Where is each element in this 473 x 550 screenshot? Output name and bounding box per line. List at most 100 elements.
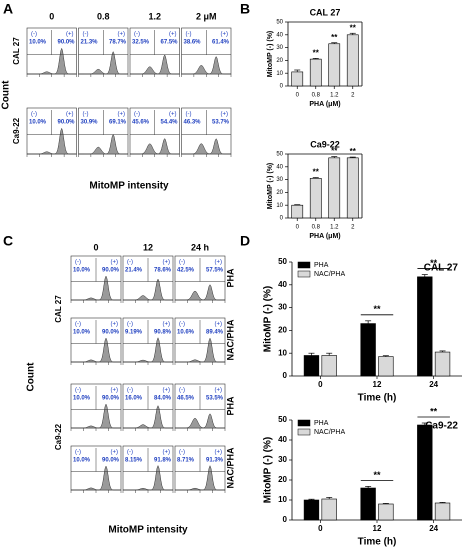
y-tick-label: 0 [283,371,288,380]
group-label: CAL 27 [54,295,63,323]
percentage: 90.0% [102,330,120,336]
percentage: 69.1% [109,120,127,126]
bar [309,58,322,87]
percentage: 10.0% [73,330,91,336]
percentage: 10.0% [73,268,91,274]
significance: ** [331,147,338,156]
bar [303,499,320,521]
bar [378,503,394,521]
percentage: 38.6% [184,40,202,46]
y-axis-label: Count [1,80,12,110]
y-tick-label: 20 [278,475,287,484]
histogram [27,127,77,155]
histogram [181,138,231,155]
percentage: 90.0% [102,268,120,274]
percentage: 10.0% [73,458,91,464]
y-tick-label: 50 [276,152,283,158]
gate-label: (-) [127,450,133,456]
bar [346,34,359,87]
histogram [123,337,173,363]
x-axis-label: Time (h) [358,537,397,548]
significance: ** [430,258,438,268]
gate-label: (+) [215,388,223,394]
group-label: Ca9-22 [54,423,63,450]
percentage: 53.7% [212,120,230,126]
y-tick-label: 50 [276,20,283,26]
percentage: 32.5% [132,40,150,46]
significance: ** [373,304,381,314]
percentage: 90.8% [154,330,172,336]
bar [346,157,359,219]
gate-label: (-) [134,112,140,118]
percentage: 54.4% [160,120,178,126]
column-header: 12 [143,242,153,252]
x-axis-label: Time (h) [358,393,397,404]
gate-label: (+) [215,322,223,328]
x-tick-label: 0.8 [312,93,321,99]
x-tick-label: 0 [318,380,323,389]
gate-label: (-) [186,112,192,118]
panel-label: C [3,233,13,249]
gate-label: (+) [215,450,223,456]
significance: ** [313,168,320,177]
gate-label: (-) [31,112,37,118]
legend-label: PHA [314,420,329,427]
x-tick-label: 12 [373,380,382,389]
gate-label: (-) [127,388,133,394]
percentage: 10.0% [29,120,47,126]
histogram [175,465,225,491]
percentage: 30.9% [81,120,99,126]
histogram [78,50,128,75]
gate-label: (-) [179,450,185,456]
y-tick-label: 30 [276,177,283,183]
column-header: 0 [49,11,54,21]
percentage: 9.19% [125,330,143,336]
histogram [123,278,173,301]
legend-label: NAC/PHA [314,271,345,278]
y-tick-label: 10 [276,71,283,77]
bar [360,323,376,377]
gate-label: (+) [66,32,74,38]
group-label: CAL 27 [12,37,21,65]
x-tick-label: 2 [351,225,355,231]
gate-label: (+) [163,260,171,266]
percentage: 42.5% [177,268,195,274]
legend-swatch [297,270,311,278]
percentage: 8.15% [125,458,143,464]
gate-label: (+) [163,388,171,394]
group-label: Ca9-22 [12,117,21,144]
gate-label: (+) [163,450,171,456]
y-tick-label: 20 [276,58,283,64]
gate-label: (-) [75,260,81,266]
histogram [71,275,121,301]
y-tick-label: 10 [276,203,283,209]
x-tick-label: 0 [296,225,300,231]
percentage: 45.6% [132,120,150,126]
chart-title: Ca9-22 [310,139,340,149]
percentage: 78.7% [109,40,127,46]
bar [378,356,394,377]
y-tick-label: 50 [278,415,287,424]
bar [321,498,337,521]
x-tick-label: 0 [318,524,323,533]
panel-label: B [240,1,250,17]
y-tick-label: 50 [278,257,287,266]
gate-label: (+) [111,260,119,266]
y-axis-label: MitoMP (-) (%) [267,163,274,210]
legend-label: PHA [314,262,329,269]
treatment-label: NAC/PHA [225,447,235,489]
legend-swatch [297,419,311,427]
significance: ** [313,48,320,57]
histogram [78,133,128,155]
percentage: 21.3% [81,40,99,46]
bar [321,355,337,377]
gate-label: (+) [111,322,119,328]
percentage: 90.0% [102,458,120,464]
gate-label: (+) [169,112,177,118]
percentage: 61.4% [212,40,230,46]
bar [434,502,451,521]
gate-label: (-) [75,322,81,328]
gate-label: (+) [169,32,177,38]
gate-label: (+) [66,112,74,118]
y-tick-label: 0 [280,216,284,222]
